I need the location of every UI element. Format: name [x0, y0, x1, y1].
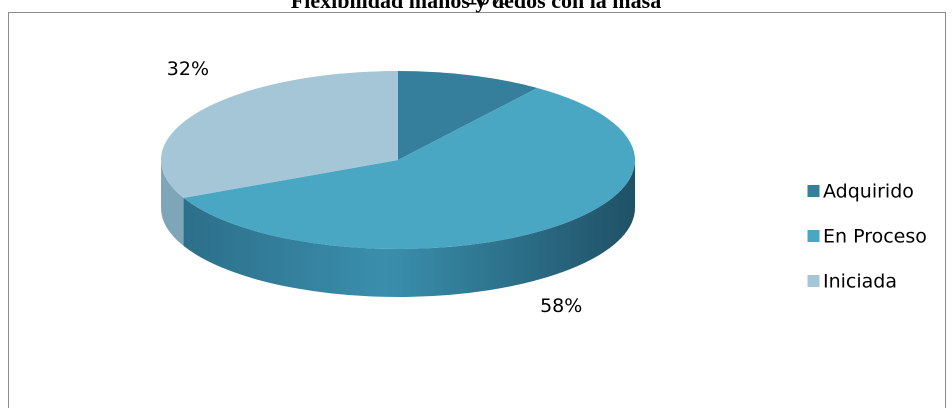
slice-en-proceso — [183, 87, 636, 249]
slice-adquirido — [398, 71, 538, 160]
slice-side-en-proceso — [183, 160, 636, 297]
legend-swatch-en-proceso — [806, 229, 821, 243]
legend-label-en-proceso: En Proceso — [823, 226, 927, 248]
pie-top-layer — [160, 71, 636, 249]
legend-label-iniciada: Iniciada — [823, 271, 897, 293]
data-label-en-proceso: 58% — [540, 295, 582, 317]
legend-swatch-iniciada — [806, 274, 821, 288]
chart-title: Flexibilidad manos y dedos con la masa — [290, 0, 662, 13]
legend-swatch-adquirido — [806, 184, 821, 198]
data-label-adquirido: 10% — [466, 0, 508, 10]
slice-iniciada — [160, 71, 398, 198]
legend: Adquirido En Proceso Iniciada — [806, 181, 927, 293]
legend-label-adquirido: Adquirido — [823, 181, 914, 203]
data-labels: 10% 58% 32% — [167, 0, 583, 317]
slice-side-iniciada — [161, 160, 184, 246]
data-label-iniciada: 32% — [167, 58, 209, 80]
pie-side-layer — [161, 160, 636, 297]
